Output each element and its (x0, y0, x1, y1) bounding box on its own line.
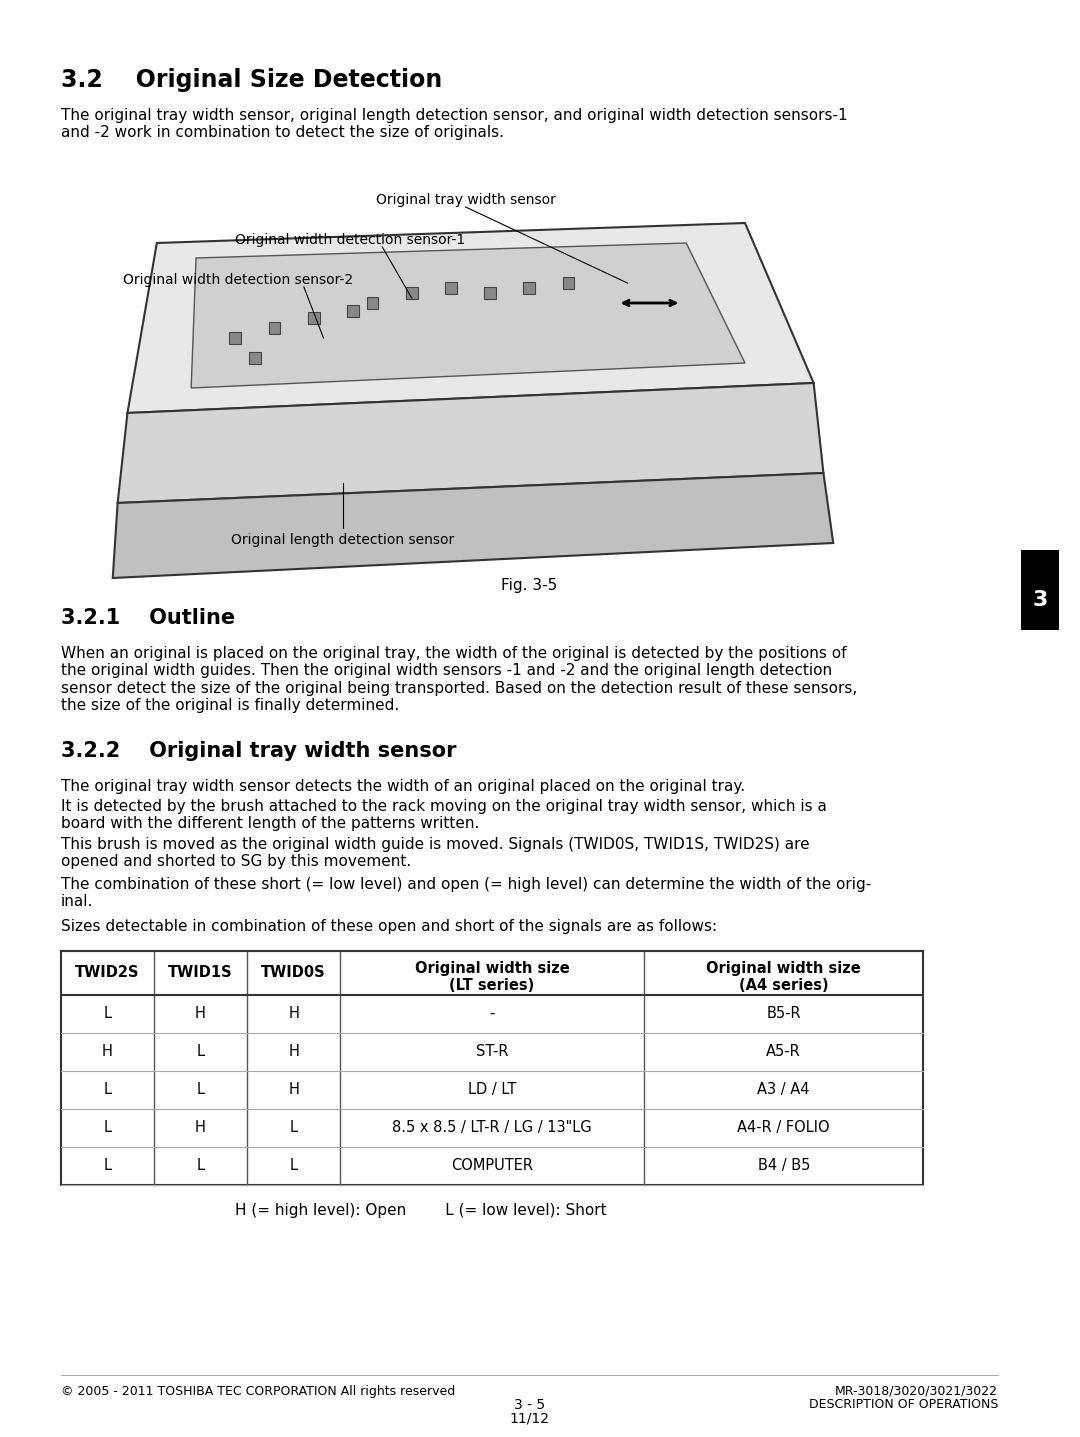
Text: Sizes detectable in combination of these open and short of the signals are as fo: Sizes detectable in combination of these… (60, 920, 717, 934)
Text: COMPUTER: COMPUTER (451, 1158, 534, 1173)
Text: MR-3018/3020/3021/3022: MR-3018/3020/3021/3022 (835, 1385, 998, 1398)
Text: -: - (489, 1006, 495, 1022)
Text: ST-R: ST-R (476, 1045, 509, 1059)
Text: A3 / A4: A3 / A4 (757, 1082, 810, 1096)
Text: L: L (104, 1006, 111, 1022)
Text: B5-R: B5-R (767, 1006, 801, 1022)
Text: The original tray width sensor, original length detection sensor, and original w: The original tray width sensor, original… (60, 108, 848, 141)
Bar (1022, 550, 1058, 629)
Text: Original length detection sensor: Original length detection sensor (231, 533, 455, 547)
Text: Original width size: Original width size (706, 961, 861, 976)
Bar (229, 332, 241, 343)
Text: The combination of these short (= low level) and open (= high level) can determi: The combination of these short (= low le… (60, 877, 872, 910)
Bar (249, 352, 260, 364)
Text: (A4 series): (A4 series) (739, 979, 828, 993)
Text: B4 / B5: B4 / B5 (757, 1158, 810, 1173)
Text: L: L (197, 1082, 204, 1096)
Text: (LT series): (LT series) (449, 979, 535, 993)
Text: H: H (195, 1006, 206, 1022)
Bar (308, 312, 320, 323)
Text: The original tray width sensor detects the width of an original placed on the or: The original tray width sensor detects t… (60, 779, 745, 795)
Text: H (= high level): Open        L (= low level): Short: H (= high level): Open L (= low level): … (235, 1203, 607, 1219)
Text: 3.2    Original Size Detection: 3.2 Original Size Detection (60, 68, 442, 92)
Text: L: L (197, 1045, 204, 1059)
Text: 3: 3 (1032, 591, 1048, 609)
Text: Original width size: Original width size (415, 961, 569, 976)
Bar (60, 951, 923, 1186)
Text: © 2005 - 2011 TOSHIBA TEC CORPORATION All rights reserved: © 2005 - 2011 TOSHIBA TEC CORPORATION Al… (60, 1385, 455, 1398)
Text: Original tray width sensor: Original tray width sensor (376, 193, 555, 207)
Text: L: L (104, 1119, 111, 1135)
Text: Original width detection sensor-2: Original width detection sensor-2 (122, 273, 353, 287)
Text: 11/12: 11/12 (510, 1413, 550, 1426)
Text: 3.2.2    Original tray width sensor: 3.2.2 Original tray width sensor (60, 741, 456, 762)
Text: L: L (197, 1158, 204, 1173)
Bar (366, 297, 378, 309)
Text: 3.2.1    Outline: 3.2.1 Outline (60, 608, 235, 628)
Text: DESCRIPTION OF OPERATIONS: DESCRIPTION OF OPERATIONS (809, 1398, 998, 1411)
PathPatch shape (112, 473, 834, 578)
Text: TWID2S: TWID2S (76, 966, 139, 980)
Text: H: H (195, 1119, 206, 1135)
Text: H: H (288, 1045, 299, 1059)
Text: A5-R: A5-R (767, 1045, 801, 1059)
Bar (347, 305, 359, 318)
Text: L: L (289, 1158, 298, 1173)
Text: This brush is moved as the original width guide is moved. Signals (TWID0S, TWID1: This brush is moved as the original widt… (60, 836, 809, 869)
Text: A4-R / FOLIO: A4-R / FOLIO (738, 1119, 831, 1135)
Bar (563, 277, 575, 289)
Text: LD / LT: LD / LT (468, 1082, 516, 1096)
Text: 8.5 x 8.5 / LT-R / LG / 13"LG: 8.5 x 8.5 / LT-R / LG / 13"LG (392, 1119, 592, 1135)
Text: It is detected by the brush attached to the rack moving on the original tray wid: It is detected by the brush attached to … (60, 799, 826, 832)
Bar (406, 287, 418, 299)
Text: L: L (289, 1119, 298, 1135)
Text: TWID0S: TWID0S (261, 966, 326, 980)
Text: TWID1S: TWID1S (168, 966, 233, 980)
Text: H: H (288, 1082, 299, 1096)
Text: H: H (288, 1006, 299, 1022)
Text: Fig. 3-5: Fig. 3-5 (501, 578, 557, 593)
Text: H: H (102, 1045, 112, 1059)
Text: L: L (104, 1082, 111, 1096)
Text: Original width detection sensor-1: Original width detection sensor-1 (235, 233, 465, 247)
Bar (269, 322, 281, 333)
Bar (484, 287, 496, 299)
Text: L: L (104, 1158, 111, 1173)
Bar (445, 282, 457, 295)
Text: When an original is placed on the original tray, the width of the original is de: When an original is placed on the origin… (60, 647, 858, 713)
PathPatch shape (127, 223, 813, 412)
Text: 3 - 5: 3 - 5 (514, 1398, 545, 1413)
PathPatch shape (191, 243, 745, 388)
PathPatch shape (118, 384, 823, 503)
Bar (60, 951, 923, 994)
Bar (524, 282, 536, 295)
